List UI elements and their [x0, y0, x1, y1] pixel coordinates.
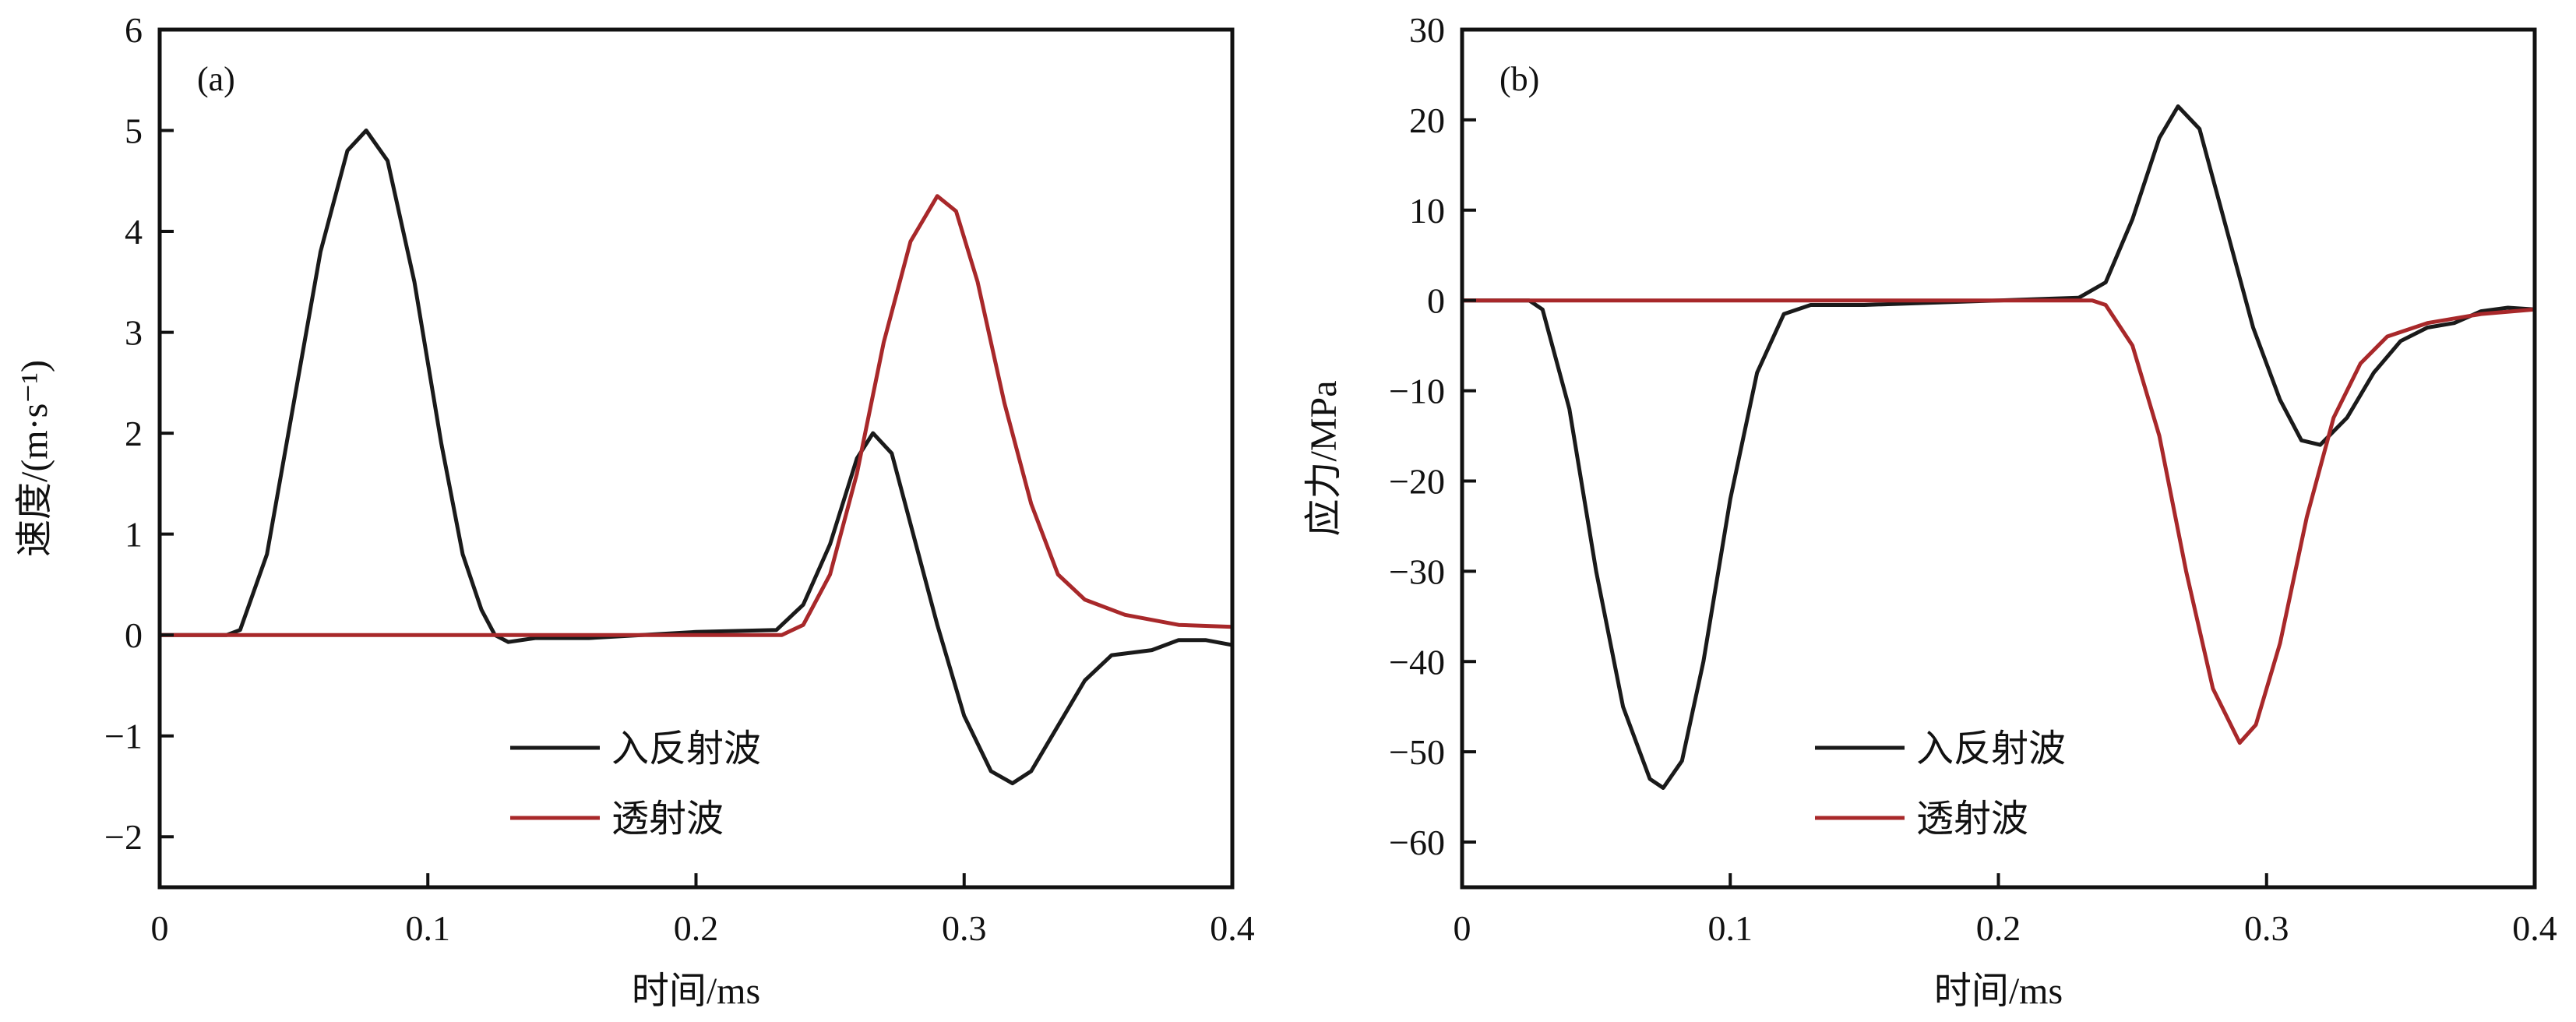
x-tick-label: 0.1: [406, 908, 451, 948]
y-tick-label: 3: [125, 313, 143, 353]
y-tick-label: −60: [1389, 823, 1445, 862]
y-tick-label: 5: [125, 111, 143, 151]
panel-label: (a): [197, 60, 235, 98]
y-tick-label: 1: [125, 515, 143, 555]
x-tick-label: 0.3: [2244, 908, 2289, 948]
y-tick-label: 0: [1427, 281, 1445, 321]
y-tick-label: 2: [125, 414, 143, 453]
series-line-transmitted: [1462, 298, 2535, 745]
y-tick-label: 4: [125, 212, 143, 252]
y-axis-label: 应力/MPa: [1303, 380, 1344, 536]
series-line-transmitted: [160, 194, 1233, 637]
legend-label: 透射波: [611, 798, 724, 840]
y-tick-label: −20: [1389, 461, 1445, 501]
legend-label: 入反射波: [1916, 728, 2066, 770]
y-tick-label: 20: [1409, 100, 1445, 140]
x-tick-label: 0: [1454, 908, 1471, 948]
x-tick-label: 0.4: [2512, 908, 2557, 948]
x-tick-label: 0.2: [1976, 908, 2021, 948]
y-tick-label: −50: [1389, 732, 1445, 772]
x-tick-label: 0: [151, 908, 169, 948]
panel-label: (b): [1499, 60, 1539, 98]
x-tick-label: 0.1: [1708, 908, 1753, 948]
y-tick-label: −1: [104, 717, 143, 756]
x-tick-label: 0.2: [674, 908, 719, 948]
y-tick-label: 6: [125, 10, 143, 50]
chart-panel-a: 0 0.1 0.2 0.3 0.4 −2 −1 0 1 2 3 4 5 6 时间/ms 速度/(m·s⁻¹) (…: [14, 10, 1255, 1012]
legend-label: 入反射波: [611, 728, 761, 770]
legend-label: 透射波: [1916, 798, 2028, 840]
series-line-incident-reflected: [160, 129, 1233, 786]
chart-panel-b: 0 0.1 0.2 0.3 0.4 −60 −50 −40 −30 −20 −10 0 10 20 30 时间…: [1303, 10, 2557, 1012]
y-tick-label: 30: [1409, 10, 1445, 50]
x-axis-label: 时间/ms: [632, 971, 760, 1012]
x-axis-label: 时间/ms: [1934, 971, 2063, 1012]
y-axis-label: 速度/(m·s⁻¹): [14, 360, 55, 557]
series-line-incident-reflected: [1462, 104, 2535, 790]
x-tick-label: 0.3: [942, 908, 987, 948]
y-tick-label: −2: [104, 817, 143, 857]
y-tick-label: −40: [1389, 642, 1445, 682]
y-tick-label: 10: [1409, 191, 1445, 231]
y-tick-label: −30: [1389, 552, 1445, 591]
y-tick-label: 0: [125, 615, 143, 655]
y-tick-label: −10: [1389, 372, 1445, 411]
x-tick-label: 0.4: [1210, 908, 1255, 948]
